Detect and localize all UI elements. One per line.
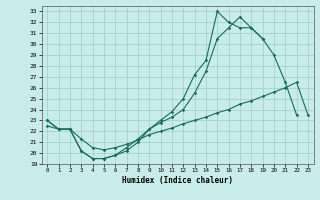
X-axis label: Humidex (Indice chaleur): Humidex (Indice chaleur) bbox=[122, 176, 233, 185]
